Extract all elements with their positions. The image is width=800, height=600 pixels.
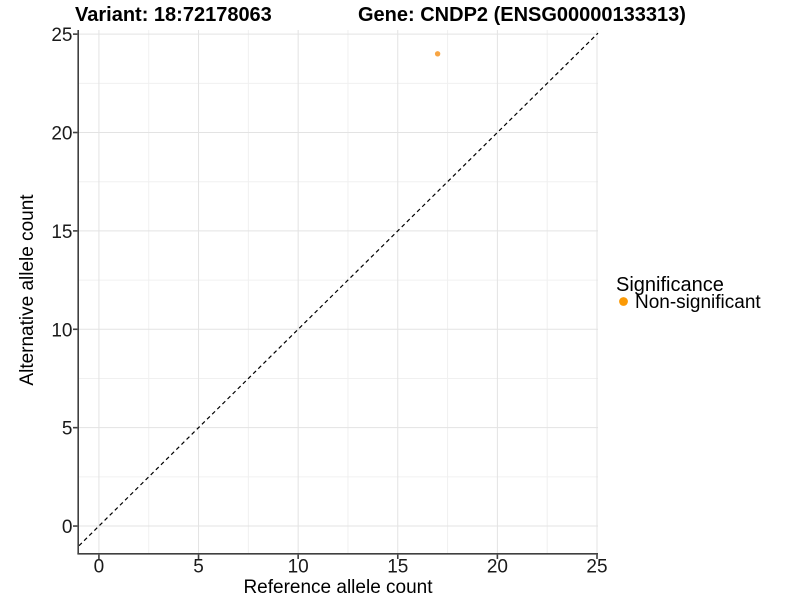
reference-line-layer	[78, 32, 599, 547]
plot-title-gene: Gene: CNDP2 (ENSG00000133313)	[358, 4, 686, 26]
axes-layer	[73, 30, 598, 559]
y-tick-label: 10	[51, 320, 72, 341]
plot-title-variant: Variant: 18:72178063	[75, 4, 272, 26]
x-axis-title: Reference allele count	[243, 577, 433, 598]
legend-title: Significance	[616, 274, 724, 296]
gridlines	[79, 30, 598, 553]
data-point	[434, 51, 441, 57]
tick-labels-layer: 0 5 10 15 20 25 0 5 10 15 20 25	[51, 25, 607, 577]
legend-marker-dot-icon	[619, 297, 628, 306]
x-tick-label: 0	[94, 557, 105, 578]
x-tick-label: 15	[387, 557, 408, 578]
x-tick-label: 10	[288, 557, 309, 578]
y-tick-label: 5	[62, 419, 73, 440]
identity-reference-line	[78, 32, 599, 547]
x-tick-label: 5	[193, 557, 204, 578]
y-tick-label: 15	[51, 222, 72, 243]
y-tick-label: 20	[51, 124, 72, 145]
x-tick-label: 20	[487, 557, 508, 578]
data-points-layer	[434, 51, 441, 57]
y-tick-label: 0	[62, 517, 73, 538]
legend-entry-label: Non-significant	[635, 292, 761, 313]
y-axis-title: Alternative allele count	[17, 194, 38, 386]
x-tick-label: 25	[586, 557, 607, 578]
y-tick-label: 25	[51, 25, 72, 46]
